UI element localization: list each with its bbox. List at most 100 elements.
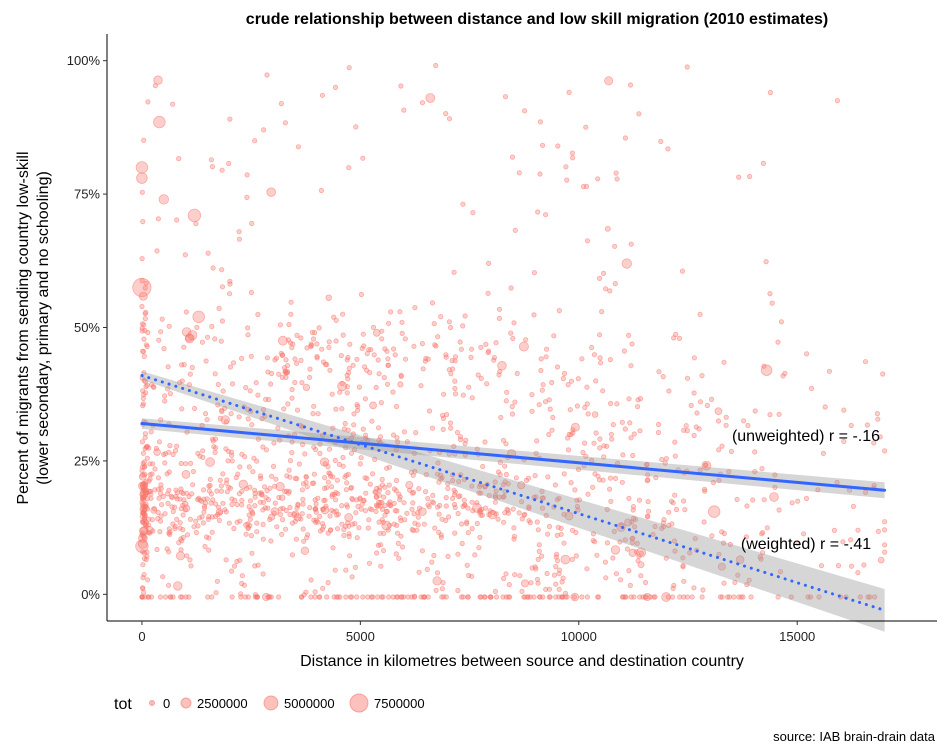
data-point [513,475,519,481]
data-point [317,450,323,456]
data-point [626,567,632,574]
data-point [363,435,369,441]
data-point [719,443,725,449]
data-point [443,354,449,360]
data-point [562,590,569,596]
data-point [721,359,727,365]
data-point [204,416,210,423]
data-point [441,594,447,600]
data-point [795,541,801,547]
x-tick-label: 10000 [561,629,597,644]
data-point [235,471,241,477]
data-point [358,291,364,298]
data-point [300,546,310,556]
data-point [433,343,439,349]
data-point [242,594,248,600]
data-point [181,500,189,508]
data-point [416,505,423,511]
data-point [200,448,206,454]
data-point [808,385,815,391]
data-point [250,469,256,475]
data-point [357,496,363,502]
data-point [687,550,693,556]
data-point [627,420,633,426]
data-point [719,529,725,535]
data-point [460,201,466,207]
data-point [597,436,603,442]
data-point [528,580,534,586]
data-point [470,507,476,514]
data-point [732,579,738,586]
data-point [440,426,446,432]
data-point [181,361,187,368]
data-point [200,520,206,526]
data-point [434,570,441,576]
data-point [260,127,267,133]
data-point [680,498,687,504]
data-point [148,495,154,501]
data-point [141,336,147,342]
data-point [141,353,147,359]
data-point [276,437,283,443]
data-point [339,406,345,412]
data-point [604,225,611,232]
data-point [317,528,323,534]
data-point [503,398,509,404]
data-point [332,497,339,503]
data-point [212,449,218,455]
data-point [328,507,335,513]
data-point [199,498,205,504]
data-point [717,562,726,571]
data-point [177,525,183,531]
data-point [748,594,754,600]
data-point [239,497,245,503]
data-point [243,384,249,391]
data-point [429,559,435,565]
data-point [462,440,468,447]
data-point [238,594,244,600]
data-point [160,574,166,580]
data-point [216,517,222,524]
data-point [529,565,535,571]
data-point [680,555,686,561]
data-point [593,378,599,384]
data-point [340,463,346,469]
data-point [412,520,418,526]
data-point [382,346,388,352]
data-point [299,487,305,493]
data-point [497,459,503,465]
data-point [193,529,199,536]
data-point [595,176,601,182]
data-point [245,325,251,331]
data-point [775,594,781,600]
data-point [585,411,591,417]
ci-ribbon-weighted [141,371,885,632]
data-point [558,531,564,537]
data-point [539,488,545,494]
data-point [312,506,318,512]
data-point [385,527,391,533]
data-point [579,594,585,600]
data-point [626,396,632,402]
data-point [227,364,234,370]
data-point [553,594,559,600]
data-point [357,461,363,467]
data-point [413,429,419,436]
data-point [517,573,523,579]
data-point [759,465,765,472]
data-point [622,426,628,432]
data-point [659,456,665,463]
data-point [274,524,280,530]
data-point [206,535,212,541]
data-point [220,500,226,506]
data-point [881,542,888,548]
data-point [707,505,721,518]
data-point [423,471,429,478]
data-point [366,560,372,566]
data-point [331,594,337,600]
data-point [278,101,284,107]
data-point [644,477,650,484]
data-point [150,461,156,467]
data-point [364,475,370,482]
data-point [142,445,148,452]
